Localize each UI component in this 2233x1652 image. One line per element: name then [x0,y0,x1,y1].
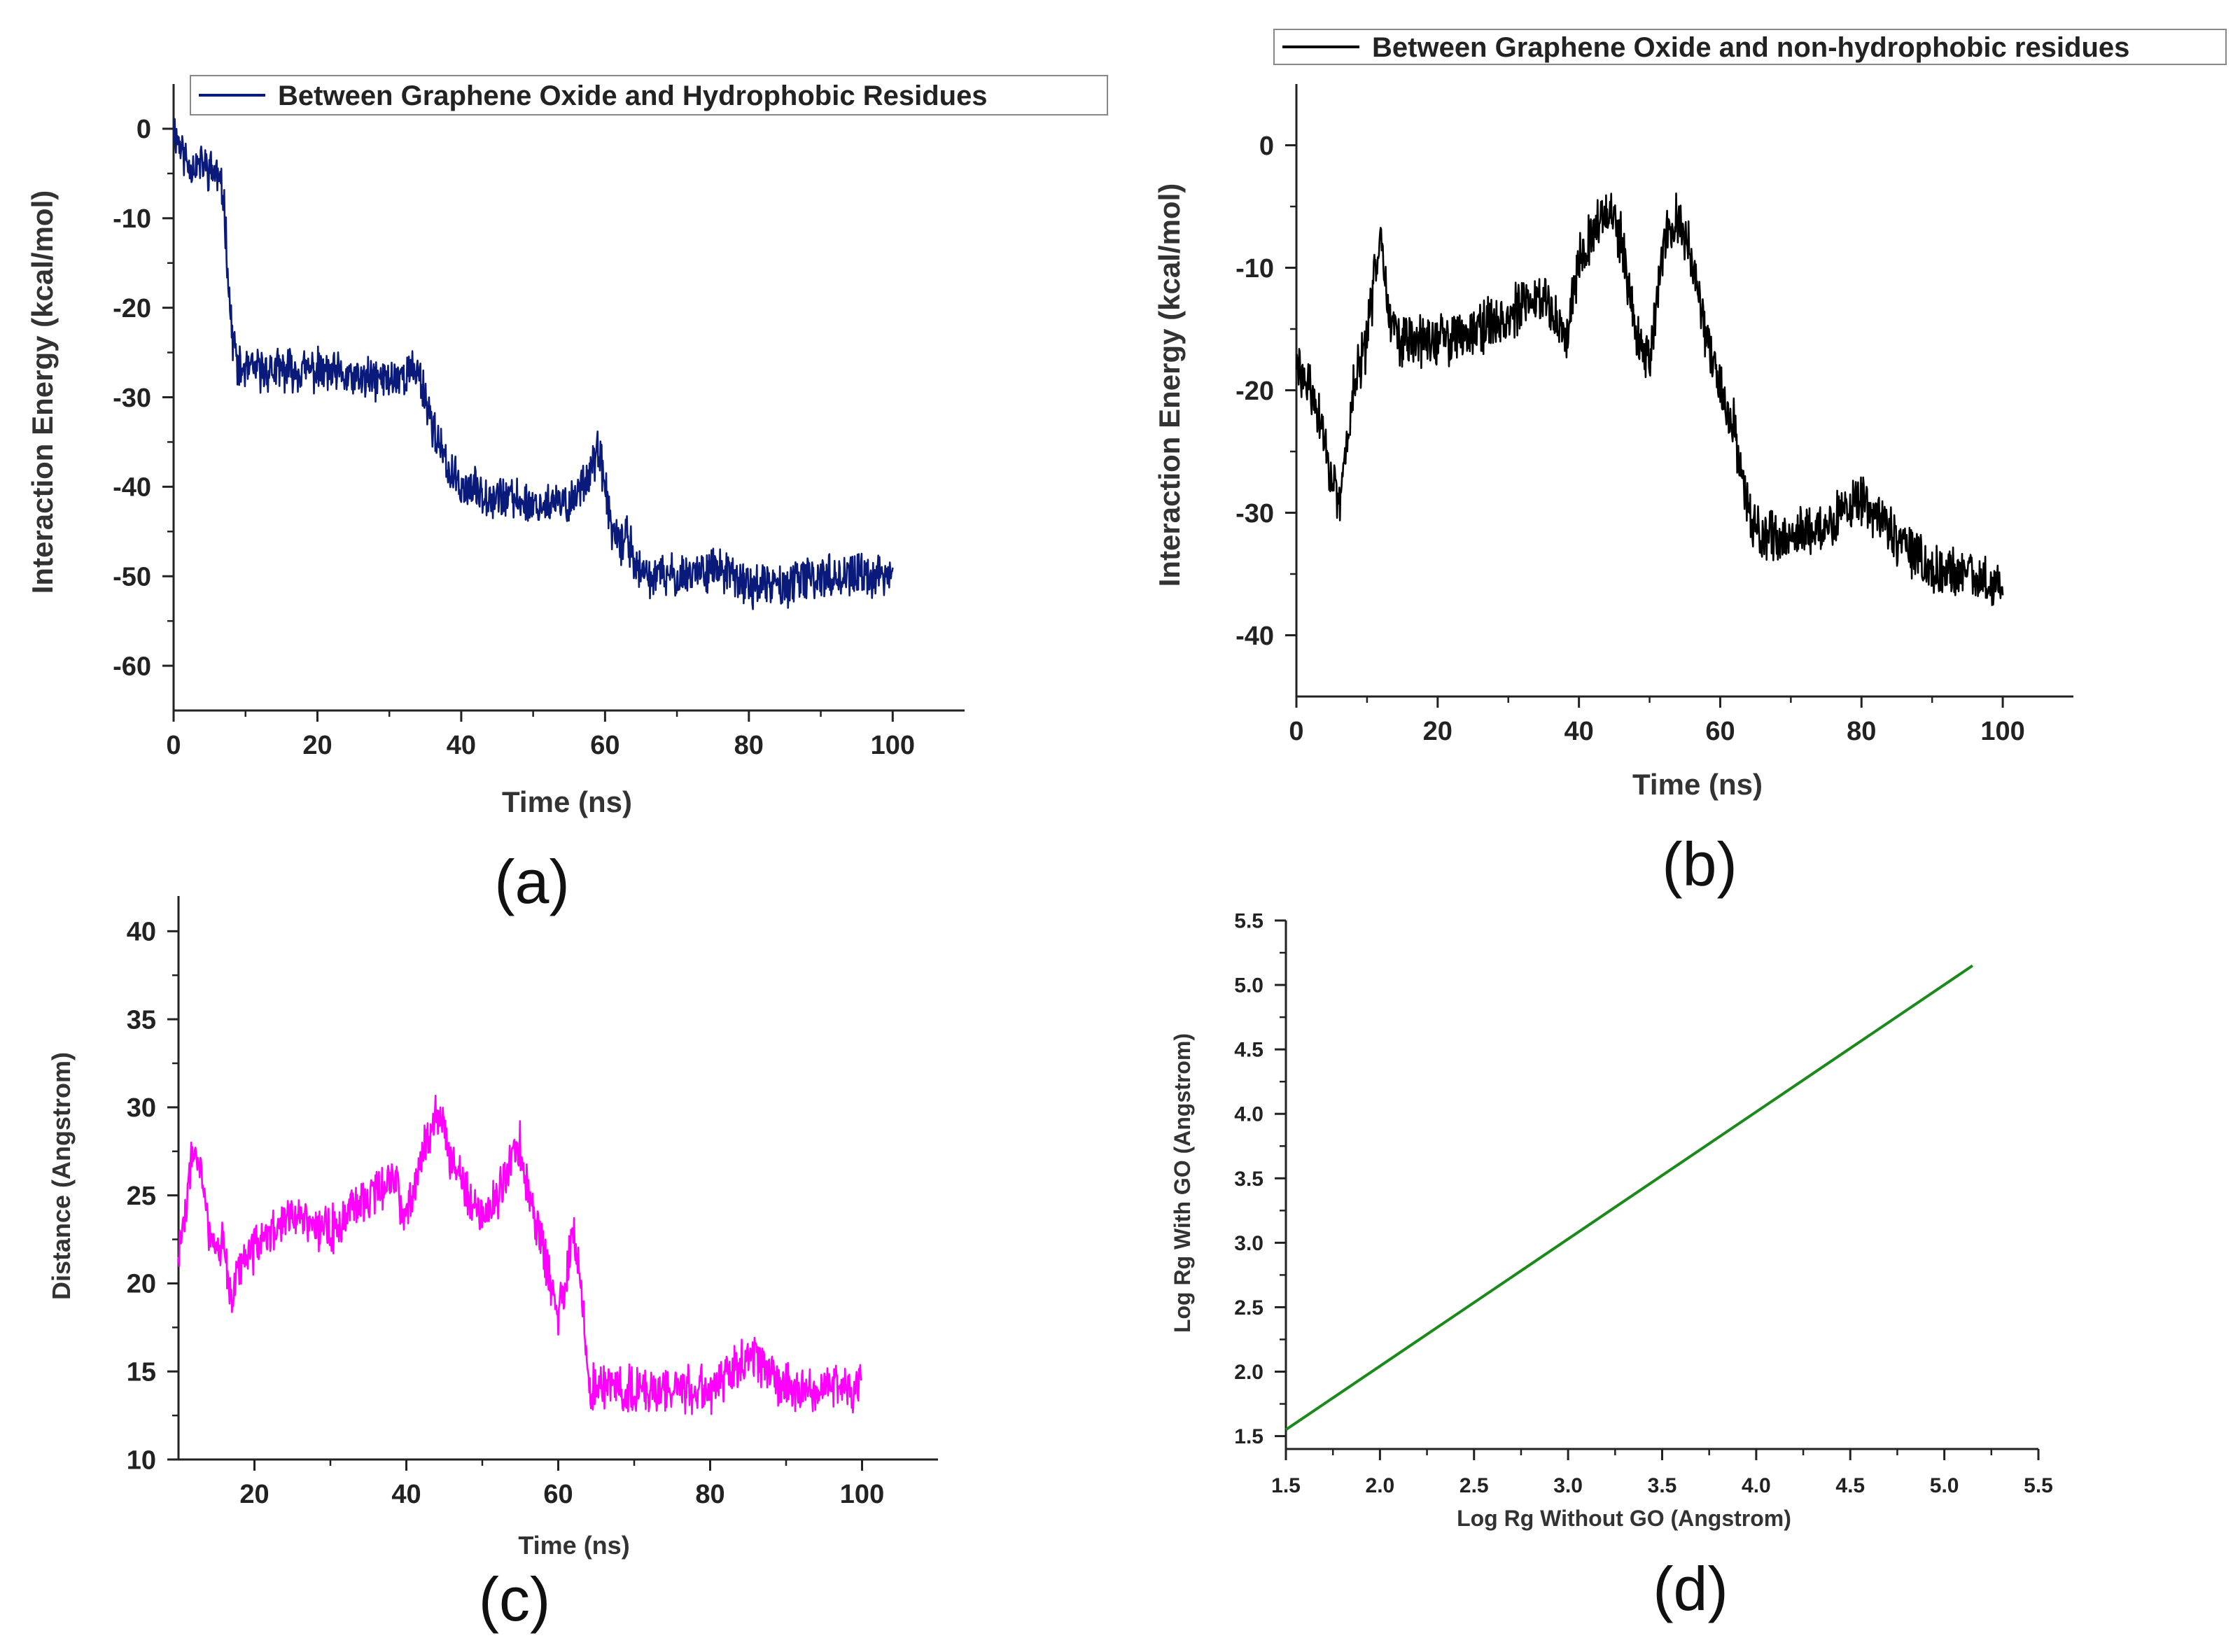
x-tick-label: 3.5 [1648,1474,1677,1497]
legend: Between Graphene Oxide and Hydrophobic R… [190,75,1108,115]
x-tick-label: 100 [1980,717,2024,746]
panel-label: (b) [1662,830,1737,899]
y-axis-title: Interaction Energy (kcal/mol) [1153,183,1186,587]
chart-panel-d: 1.5 2.0 2.5 3.0 3.5 4.0 4.5 5.0 5.5 1.5 2.0 2.5 3.0 3… [1170,910,2053,1624]
chart-panel-c: 20 40 60 80 100 10 15 20 25 30 35 40 Time (ns) Distan… [47,896,938,1634]
x-tick-label: 1.5 [1271,1474,1301,1497]
y-tick-label: -40 [1236,622,1274,651]
y-tick-label: 30 [127,1093,156,1123]
legend-box [190,75,1108,115]
x-tick-label: 3.0 [1553,1474,1583,1497]
y-tick-label: 2.0 [1234,1361,1264,1384]
y-tick-label: -30 [1236,499,1274,528]
x-tick-label: 80 [1847,717,1876,746]
y-tick-label: 1.5 [1234,1425,1264,1448]
y-tick-label: 20 [127,1270,156,1299]
y-tick-label: 25 [127,1182,156,1211]
series-line [1295,192,2004,606]
x-tick-label: 20 [1423,717,1452,746]
x-axis-title: Time (ns) [1632,768,1763,801]
x-tick-label: 5.5 [2024,1474,2053,1497]
y-tick-label: 2.5 [1234,1296,1264,1320]
x-tick-label: 40 [447,731,476,760]
y-tick-label: 5.0 [1234,974,1264,997]
y-tick-label: 4.5 [1234,1039,1264,1062]
series-line [177,1094,862,1415]
y-tick-label: 0 [1259,132,1274,161]
y-axis-title: Interaction Energy (kcal/mol) [26,190,59,594]
y-tick-label: 15 [127,1358,156,1387]
legend-box [1273,29,2227,65]
x-tick-label: 2.5 [1460,1474,1489,1497]
y-tick-label: 5.5 [1234,910,1264,933]
x-tick-label: 100 [840,1480,884,1509]
x-tick-label: 100 [871,731,915,760]
x-tick-label: 20 [239,1480,269,1509]
y-tick-label: 3.0 [1234,1232,1264,1255]
y-tick-label: -20 [113,294,151,323]
y-tick-label: -60 [113,652,151,681]
y-axis-title: Log Rg With GO (Angstrom) [1170,1033,1195,1333]
x-tick-label: 80 [734,731,764,760]
y-tick-label: -40 [113,473,151,503]
x-tick-label: 60 [590,731,620,760]
y-tick-label: 4.0 [1234,1103,1264,1126]
y-tick-label: 10 [127,1446,156,1475]
panel-label: (a) [494,847,570,916]
x-tick-label: 60 [543,1480,573,1509]
legend: Between Graphene Oxide and non-hydrophob… [1273,29,2227,65]
x-axis-title: Log Rg Without GO (Angstrom) [1457,1506,1791,1531]
panel-label: (c) [479,1564,551,1634]
y-tick-label: 0 [136,115,151,144]
chart-panel-a: 0 20 40 60 80 100 0 -10 -20 -30 -40 -50 -60 Time (ns)… [26,75,1108,916]
x-tick-label: 2.0 [1366,1474,1395,1497]
legend-label: Between Graphene Oxide and Hydrophobic R… [278,80,988,111]
x-tick-label: 60 [1705,717,1735,746]
x-tick-label: 4.0 [1742,1474,1771,1497]
y-tick-label: -30 [113,384,151,413]
x-tick-label: 40 [391,1480,421,1509]
x-tick-label: 0 [166,731,181,760]
chart-panel-b: 0 20 40 60 80 100 0 -10 -20 -30 -40 Time (ns) Intera… [1153,29,2227,899]
panel-label: (d) [1653,1554,1728,1623]
y-axis-title: Distance (Angstrom) [47,1052,76,1300]
y-tick-label: 40 [127,918,156,947]
x-axis-title: Time (ns) [502,785,632,818]
x-tick-label: 0 [1289,717,1303,746]
x-tick-label: 40 [1564,717,1593,746]
y-tick-label: -50 [113,563,151,592]
x-tick-label: 20 [302,731,332,760]
y-tick-label: 3.5 [1234,1168,1264,1191]
y-tick-label: -10 [1236,254,1274,284]
legend-label: Between Graphene Oxide and non-hydrophob… [1372,32,2129,63]
x-tick-label: 5.0 [1930,1474,1959,1497]
y-tick-label: -20 [1236,377,1274,406]
series-line [1284,964,1974,1432]
y-tick-label: 35 [127,1005,156,1035]
x-tick-label: 80 [695,1480,724,1509]
x-tick-label: 4.5 [1835,1474,1865,1497]
x-axis-title: Time (ns) [518,1531,629,1560]
series-line [173,118,894,610]
y-tick-label: -10 [113,204,151,234]
